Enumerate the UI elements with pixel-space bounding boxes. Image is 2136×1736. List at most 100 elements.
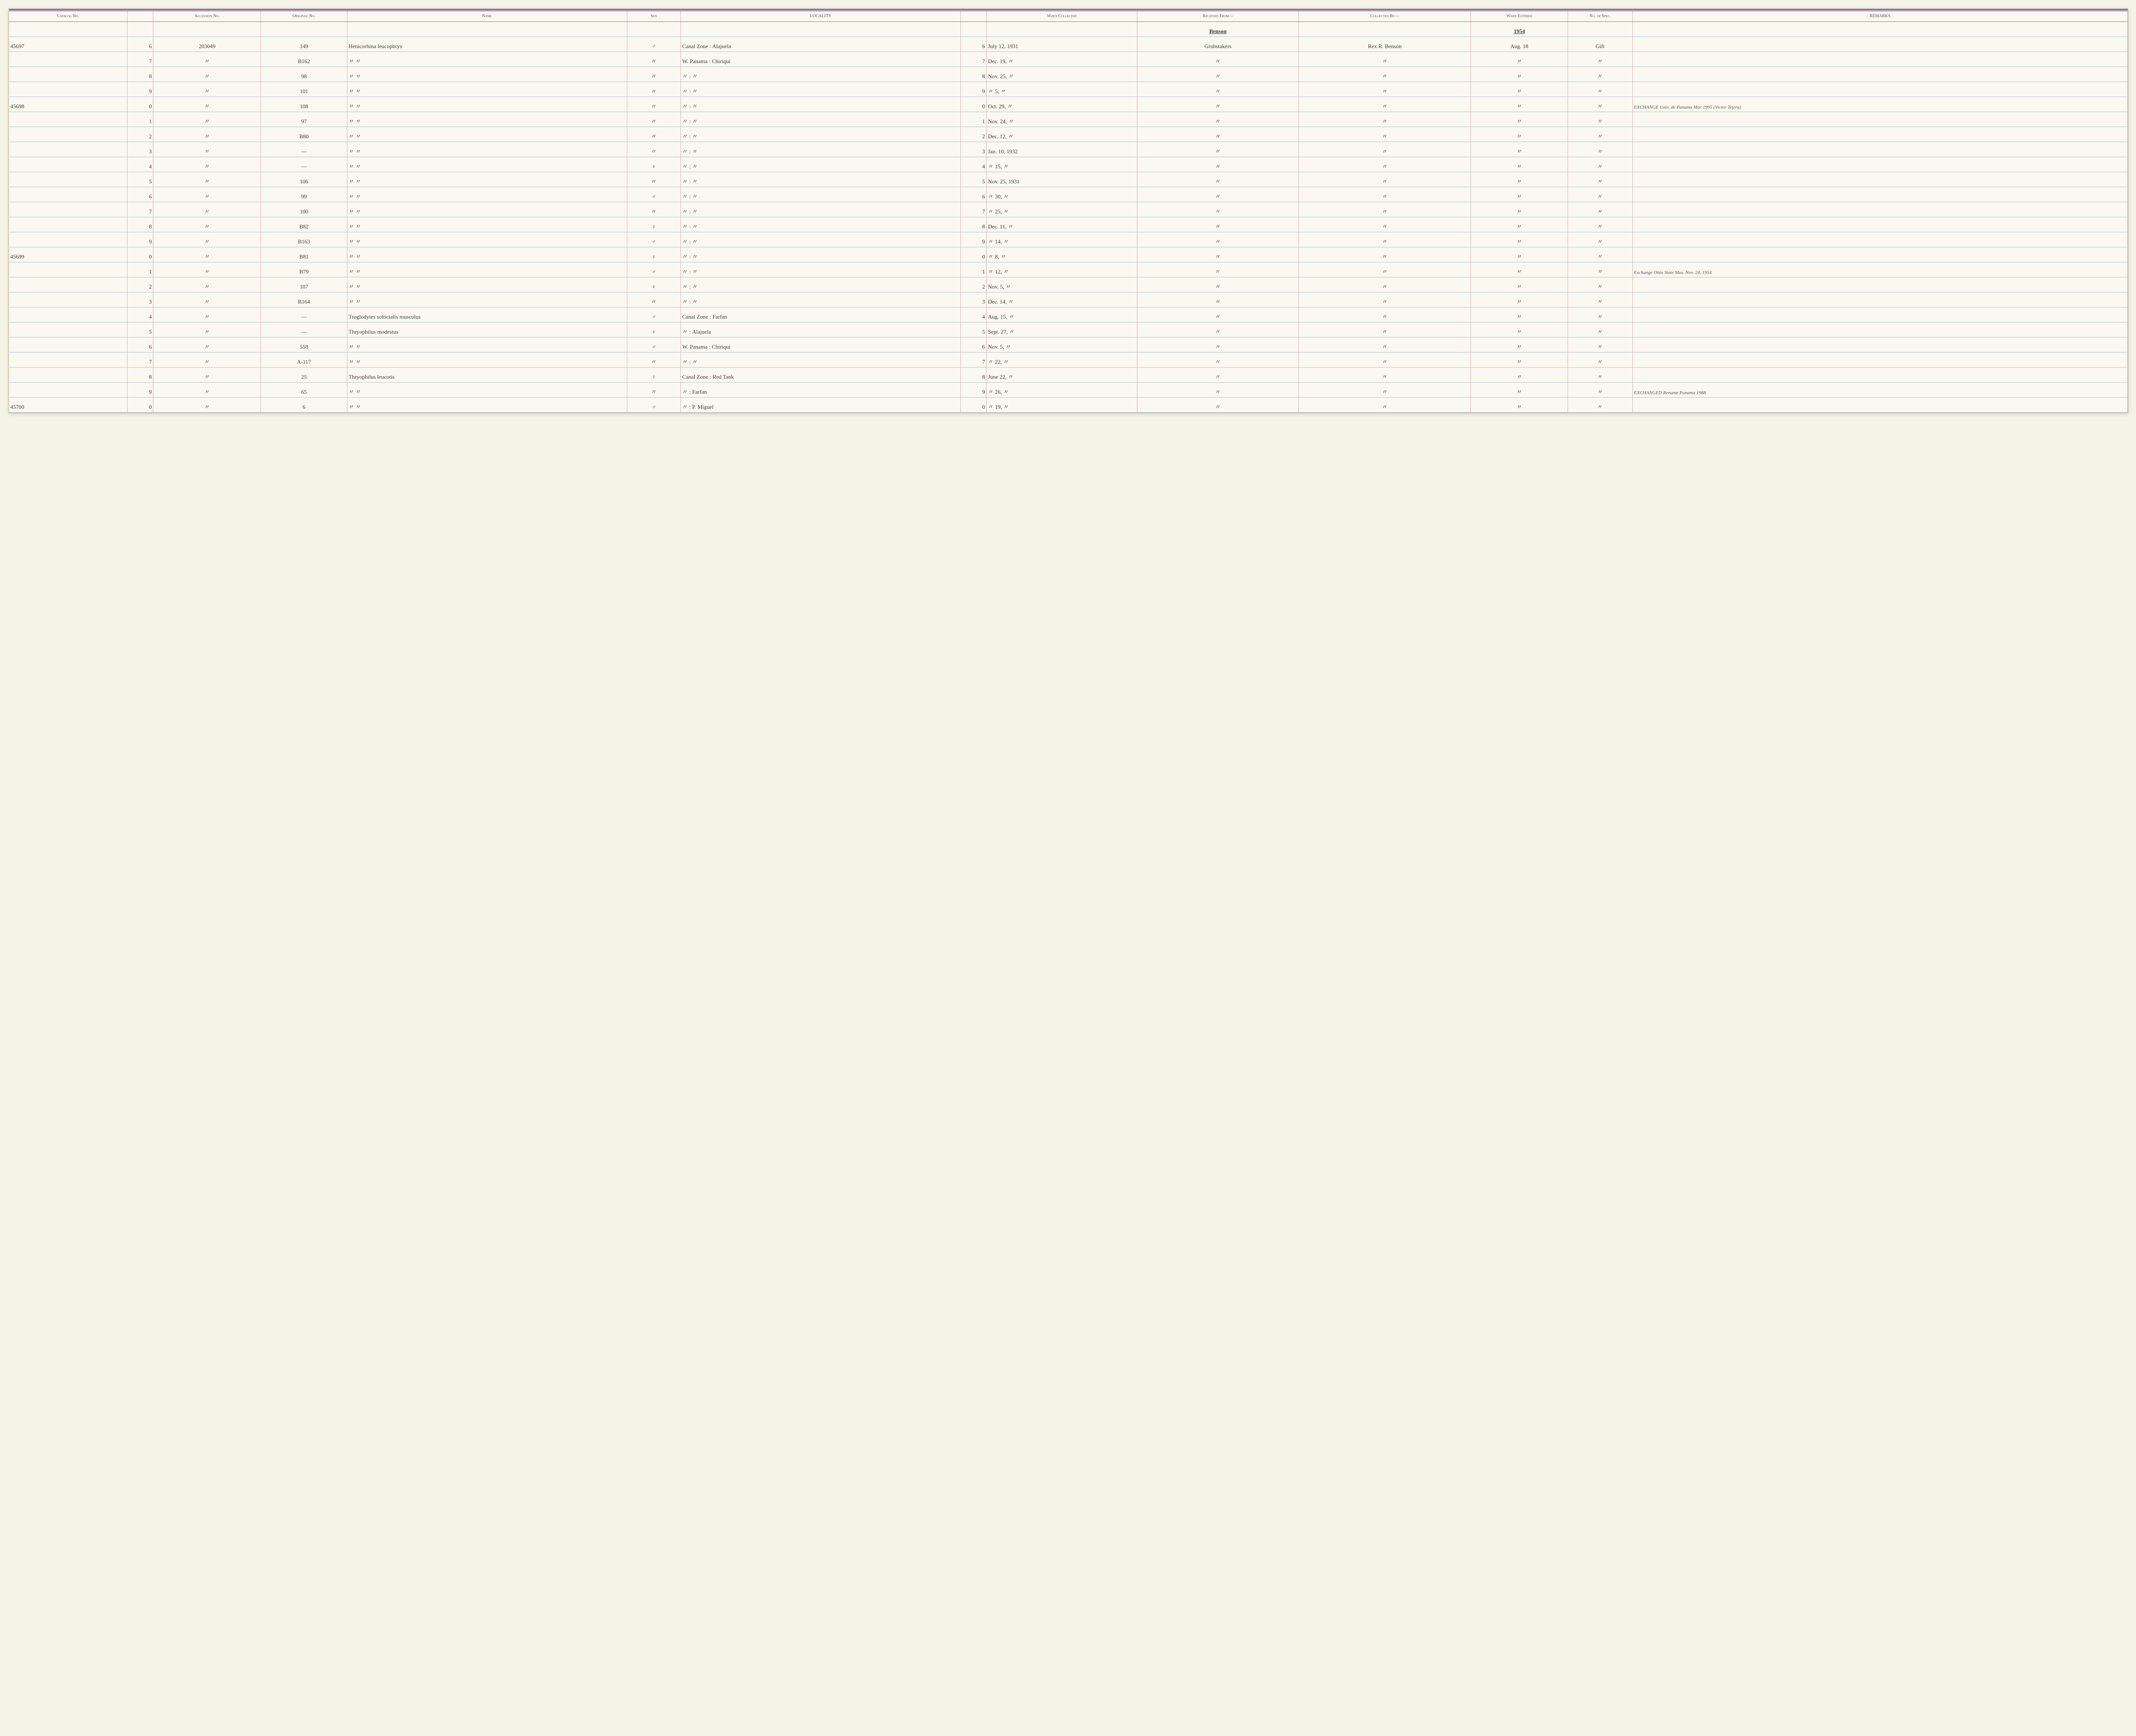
table-row: 3〃B164〃 〃〃〃 : 〃3Dec. 14, 〃〃〃〃〃	[9, 292, 2128, 307]
cell-when-entered: 〃	[1471, 353, 1568, 368]
cell-accession: 〃	[153, 277, 261, 292]
cell-sub: 0	[128, 398, 153, 413]
cell-collected-by: 〃	[1299, 337, 1471, 353]
header-sex: Sex	[627, 11, 681, 22]
table-row: 4〃—〃 〃♀〃 : 〃4〃 15, 〃〃〃〃〃	[9, 157, 2128, 172]
cell-locality: 〃 : 〃	[681, 247, 961, 262]
cell-original: A-117	[261, 353, 347, 368]
cell-original: 65	[261, 383, 347, 398]
cell-accession: 〃	[153, 127, 261, 142]
cell-when-entered: 〃	[1471, 322, 1568, 337]
cell-collected-by: 〃	[1299, 262, 1471, 277]
header-collected-by: Collected By—	[1299, 11, 1471, 22]
cell-sub2: 5	[960, 322, 986, 337]
cell-sex: ♂	[627, 307, 681, 322]
cell-when-collected: 〃 15, 〃	[987, 157, 1137, 172]
cell-sub2: 9	[960, 232, 986, 247]
cell-when-collected: 〃 30, 〃	[987, 187, 1137, 202]
cell-no-spec: 〃	[1568, 187, 1632, 202]
cell-no-spec: 〃	[1568, 247, 1632, 262]
cell-sex: 〃	[627, 67, 681, 82]
table-header: Catalog No. Accession No. Original No. N…	[9, 11, 2128, 22]
cell-sub2: 7	[960, 353, 986, 368]
cell-locality: 〃 : 〃	[681, 187, 961, 202]
cell-no-spec: 〃	[1568, 67, 1632, 82]
cell-accession: 〃	[153, 172, 261, 187]
cell-when-collected: 〃 25, 〃	[987, 202, 1137, 217]
cell-accession: 〃	[153, 398, 261, 413]
cell-accession: 〃	[153, 232, 261, 247]
table-row: 7〃100〃 〃〃〃 : 〃7〃 25, 〃〃〃〃〃	[9, 202, 2128, 217]
header-locality: LOCALITY	[681, 11, 961, 22]
cell-when-entered: 〃	[1471, 247, 1568, 262]
cell-sex: ♀	[627, 157, 681, 172]
cell-no-spec: 〃	[1568, 262, 1632, 277]
cell-collected-by: 〃	[1299, 383, 1471, 398]
annotation-year: 1954	[1514, 28, 1525, 34]
cell-when-entered: 〃	[1471, 112, 1568, 127]
table-row: 6〃558〃 〃♂W. Panama : Chiriqui6Nov. 5, 〃〃…	[9, 337, 2128, 353]
cell-when-collected: Dec. 14, 〃	[987, 292, 1137, 307]
cell-sub2: 4	[960, 307, 986, 322]
cell-catalog	[9, 67, 128, 82]
cell-received-from: 〃	[1137, 353, 1299, 368]
table-row: 2〃B80〃 〃〃〃 : 〃2Dec. 12, 〃〃〃〃〃	[9, 127, 2128, 142]
cell-when-entered: 〃	[1471, 277, 1568, 292]
cell-sub: 4	[128, 157, 153, 172]
cell-name: 〃 〃	[347, 52, 627, 67]
cell-sub2: 1	[960, 112, 986, 127]
cell-sub2: 3	[960, 142, 986, 157]
cell-catalog: 45699	[9, 247, 128, 262]
cell-collected-by: 〃	[1299, 232, 1471, 247]
cell-no-spec: 〃	[1568, 142, 1632, 157]
cell-accession: 〃	[153, 322, 261, 337]
cell-sex: 〃	[627, 172, 681, 187]
cell-sub2: 8	[960, 217, 986, 232]
cell-when-collected: 〃 8, 〃	[987, 247, 1137, 262]
cell-received-from: 〃	[1137, 142, 1299, 157]
cell-collected-by: Rex R. Benson	[1299, 37, 1471, 52]
cell-remarks	[1632, 52, 2128, 67]
header-received: Received From—	[1137, 11, 1299, 22]
cell-collected-by: 〃	[1299, 97, 1471, 112]
ledger-page: Catalog No. Accession No. Original No. N…	[9, 9, 2128, 413]
cell-when-entered: 〃	[1471, 398, 1568, 413]
cell-sub: 8	[128, 67, 153, 82]
cell-name: 〃 〃	[347, 187, 627, 202]
cell-catalog	[9, 127, 128, 142]
cell-remarks	[1632, 277, 2128, 292]
cell-original: —	[261, 157, 347, 172]
cell-accession: 〃	[153, 52, 261, 67]
cell-name: 〃 〃	[347, 82, 627, 97]
table-row: 456990〃B81〃 〃♀〃 : 〃0〃 8, 〃〃〃〃〃	[9, 247, 2128, 262]
cell-received-from: 〃	[1137, 337, 1299, 353]
cell-name: Thryophilus leucotis	[347, 368, 627, 383]
cell-sex: 〃	[627, 142, 681, 157]
cell-name: 〃 〃	[347, 247, 627, 262]
cell-when-collected: July 12, 1931	[987, 37, 1137, 52]
cell-when-collected: 〃 26, 〃	[987, 383, 1137, 398]
cell-remarks	[1632, 187, 2128, 202]
cell-sex: ♀	[627, 322, 681, 337]
cell-when-entered: 〃	[1471, 97, 1568, 112]
cell-name: 〃 〃	[347, 67, 627, 82]
cell-received-from: 〃	[1137, 277, 1299, 292]
cell-when-entered: 〃	[1471, 307, 1568, 322]
cell-name: 〃 〃	[347, 127, 627, 142]
ledger-table: Catalog No. Accession No. Original No. N…	[9, 11, 2128, 413]
cell-collected-by: 〃	[1299, 52, 1471, 67]
cell-name: 〃 〃	[347, 383, 627, 398]
cell-sub: 1	[128, 112, 153, 127]
table-row: 6〃99〃 〃♂〃 : 〃6〃 30, 〃〃〃〃〃	[9, 187, 2128, 202]
cell-received-from: 〃	[1137, 82, 1299, 97]
cell-accession: 〃	[153, 97, 261, 112]
cell-accession: 〃	[153, 187, 261, 202]
cell-no-spec: 〃	[1568, 127, 1632, 142]
cell-received-from: 〃	[1137, 217, 1299, 232]
cell-original: B79	[261, 262, 347, 277]
cell-received-from: 〃	[1137, 202, 1299, 217]
cell-no-spec: 〃	[1568, 172, 1632, 187]
table-row: 457000〃6〃 〃♂〃 : P. Miguel0〃 19, 〃〃〃〃〃	[9, 398, 2128, 413]
header-name: Name	[347, 11, 627, 22]
cell-locality: Canal Zone : Farfan	[681, 307, 961, 322]
